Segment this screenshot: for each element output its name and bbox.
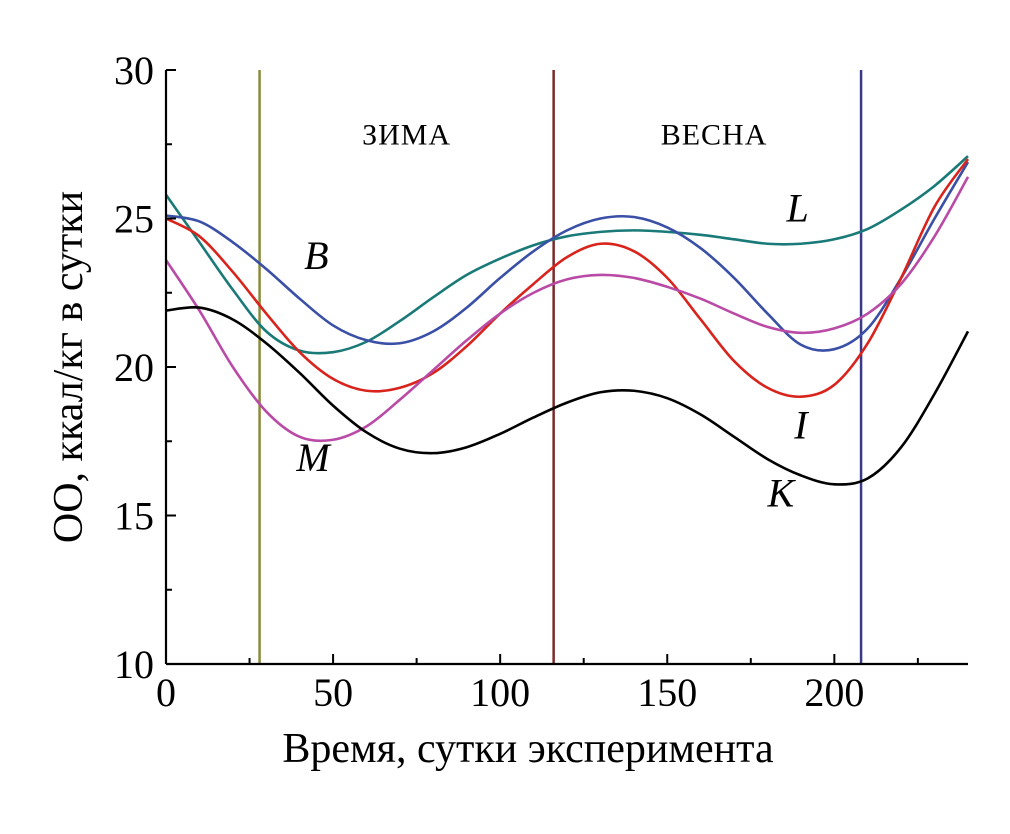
ticks: 0 50 100 150 200 10 15 20 25 30 <box>114 48 919 715</box>
x-tick-label: 100 <box>470 670 530 715</box>
season-label: ВЕСНА <box>661 118 768 151</box>
x-tick-label: 150 <box>637 670 697 715</box>
y-tick-label: 15 <box>114 494 154 539</box>
axes <box>164 70 968 666</box>
y-axis-title: ОО, ккал/кг в сутки <box>46 191 92 543</box>
x-tick-label: 50 <box>313 670 353 715</box>
series-layer <box>164 155 970 486</box>
season-label: ЗИМА <box>362 118 451 151</box>
series-line-K <box>165 305 970 486</box>
series-line-M <box>164 176 970 443</box>
x-axis-title: Время, сутки эксперимента <box>282 726 774 772</box>
season-markers <box>258 70 863 664</box>
y-tick-label: 25 <box>114 197 154 242</box>
x-tick-label: 200 <box>804 670 864 715</box>
series-line-I <box>165 158 970 399</box>
series-label-M: M <box>295 435 332 480</box>
series-label-L: L <box>785 185 808 230</box>
x-tick-label: 0 <box>156 670 176 715</box>
series-label-B: B <box>304 233 328 278</box>
curve-labels: L B I M K <box>295 185 809 515</box>
series-label-I: I <box>793 402 809 447</box>
y-tick-label: 30 <box>114 48 154 93</box>
y-tick-label: 20 <box>114 345 154 390</box>
series-label-K: K <box>767 471 797 516</box>
series-line-B <box>165 161 970 352</box>
y-tick-label: 10 <box>114 642 154 687</box>
annotations: ЗИМА ВЕСНА <box>362 118 768 151</box>
